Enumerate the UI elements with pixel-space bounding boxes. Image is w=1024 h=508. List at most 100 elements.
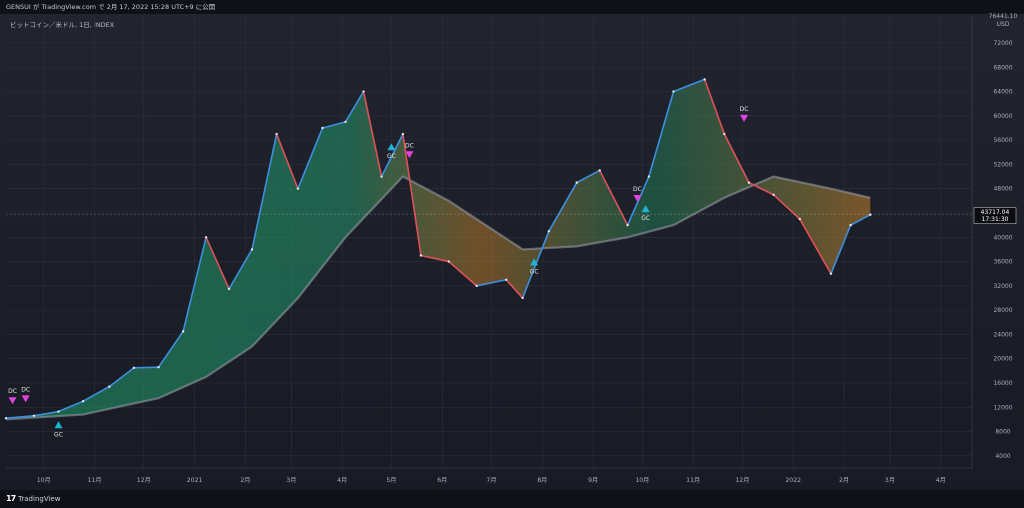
x-tick-label: 10月 [635, 477, 649, 484]
price-point [108, 385, 111, 388]
y-tick-label: 36000 [993, 259, 1012, 266]
price-segment [723, 133, 750, 184]
gc-marker-icon [641, 205, 650, 213]
time-axis[interactable]: 10月 11月 12月 2021 2月 3月 4月 5月 6月 7月 8月 9月 10月 11月 12月 20… [6, 467, 972, 484]
price-point [57, 410, 60, 413]
y-tick-label: 72000 [993, 40, 1012, 47]
price-segment [297, 127, 324, 190]
price-segment [5, 414, 35, 420]
dc-marker-label: DC [405, 142, 414, 149]
price-segment [505, 278, 524, 299]
x-tick-label: 3月 [885, 477, 895, 484]
price-segment [402, 133, 422, 257]
x-tick-label: 8月 [537, 477, 547, 484]
ema-ribbon [5, 79, 871, 421]
y-tick-label: 52000 [993, 161, 1012, 168]
y-tick-label: 32000 [993, 283, 1012, 290]
y-tick-label: 40000 [993, 234, 1012, 241]
price-point [798, 217, 801, 221]
price-point [32, 414, 36, 417]
price-segment [321, 121, 347, 129]
x-tick-label: 12月 [735, 477, 749, 484]
price-point [362, 90, 365, 93]
price-series [4, 78, 872, 420]
attribution-text: GENSUI が TradingView.com で 2月 17, 2022 1… [6, 3, 216, 11]
price-segment [448, 260, 478, 287]
price-segment [830, 224, 852, 275]
price-point [181, 330, 185, 333]
price-point [321, 126, 324, 130]
x-tick-label: 3月 [286, 477, 296, 484]
price-segment [703, 78, 726, 135]
price-segment [57, 400, 84, 413]
price-point [447, 260, 451, 263]
price-point [505, 278, 508, 281]
ribbon-band [6, 79, 871, 420]
price-point [401, 132, 405, 136]
price-point [647, 175, 651, 178]
gc-marker-icon [54, 421, 63, 429]
y-tick-label: 4000 [995, 453, 1010, 460]
last-price-value: 43717.04 [981, 209, 1010, 216]
price-segment [380, 133, 404, 178]
price-point [869, 213, 872, 216]
price-segment [275, 133, 299, 190]
price-segment [475, 278, 508, 287]
y-tick-label: 24000 [993, 331, 1012, 338]
x-tick-label: 12月 [137, 477, 151, 484]
x-tick-label: 2022 [785, 477, 801, 484]
price-point [4, 417, 8, 420]
price-segment [205, 236, 230, 290]
y-tick-label: 20000 [993, 356, 1012, 363]
price-segment [748, 181, 775, 196]
price-point [575, 181, 578, 184]
price-segment [798, 218, 832, 275]
price-point [132, 366, 136, 370]
y-top-label: 76441.10 [989, 13, 1018, 20]
price-point [747, 181, 751, 184]
dc-marker-label: DC [21, 386, 30, 393]
last-price-badge[interactable] [973, 207, 1017, 224]
price-point [419, 254, 423, 257]
price-axis[interactable]: 4000 8000 12000 16000 20000 24000 28000 32000 36… [6, 13, 1017, 468]
price-segment [420, 254, 450, 263]
y-tick-label: 12000 [993, 404, 1012, 411]
symbol-label[interactable]: ビットコイン／米ドル, 1日, INDEX [10, 21, 115, 29]
gc-marker-label: GC [54, 431, 63, 438]
price-point [849, 223, 852, 227]
publish-header: GENSUI が TradingView.com で 2月 17, 2022 1… [0, 0, 1024, 14]
x-tick-label: 11月 [88, 477, 102, 484]
price-segment [157, 330, 184, 369]
price-segment [251, 133, 278, 251]
price-point [475, 284, 478, 288]
gc-marker-icon [530, 258, 539, 266]
price-point [275, 132, 278, 136]
x-tick-label: 2月 [839, 477, 849, 484]
gc-marker-label: GC [530, 269, 539, 276]
tradingview-logo[interactable]: 17 TradingView [6, 494, 60, 503]
y-tick-label: 16000 [993, 380, 1012, 387]
price-segment [33, 410, 60, 417]
price-point [829, 272, 833, 275]
price-point [344, 120, 347, 124]
y-unit-label: USD [997, 21, 1010, 28]
price-point [81, 400, 85, 403]
x-tick-label: 9月 [588, 477, 598, 484]
y-tick-label: 56000 [993, 137, 1012, 144]
y-tick-label: 8000 [995, 429, 1010, 436]
price-segment [626, 175, 650, 226]
price-segment [575, 169, 601, 184]
price-point [547, 229, 551, 233]
price-segment [82, 385, 111, 403]
chart-grid [6, 16, 972, 468]
dc-marker-icon [405, 151, 414, 159]
x-tick-label: 11月 [686, 477, 700, 484]
ema-slow-line [5, 175, 871, 421]
price-point [772, 193, 775, 196]
tradingview-logo-icon: 17 [6, 494, 16, 503]
x-tick-label: 4月 [337, 477, 347, 484]
x-tick-label: 2月 [240, 477, 250, 484]
dc-marker-icon [8, 397, 17, 405]
